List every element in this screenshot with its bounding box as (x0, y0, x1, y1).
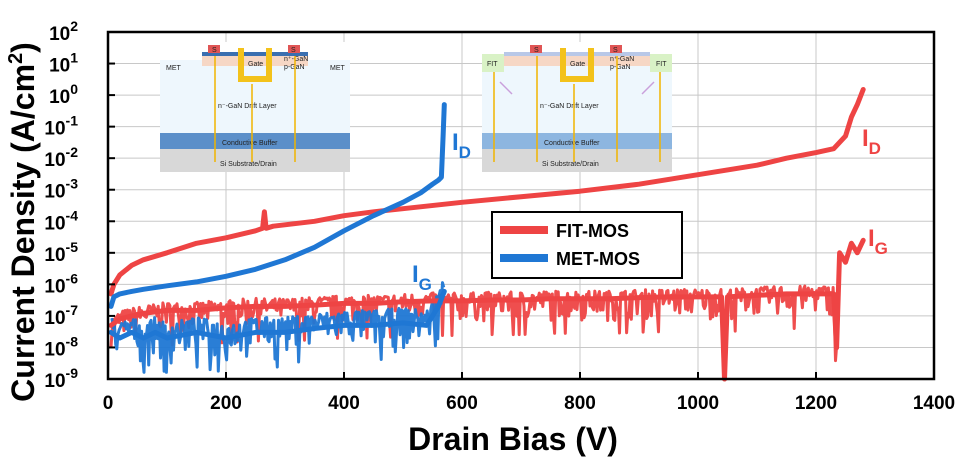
inset-n-plus-label: n⁺-GaN (610, 56, 634, 63)
inset-drift-label: n⁻-GaN Drift Layer (540, 103, 599, 110)
y-tick-label: 10-2 (44, 144, 78, 171)
fit-arrows (499, 81, 655, 95)
x-tick-label: 1400 (913, 393, 955, 414)
source-contact-left (530, 45, 542, 53)
x-tick-label: 400 (328, 393, 360, 414)
inset-source-label: S (291, 47, 296, 54)
y-tick-label: 102 (49, 18, 78, 45)
inset-n-plus-label: n⁺-GaN (284, 56, 308, 63)
ticks (107, 31, 935, 380)
inset-right-label: MET (330, 65, 346, 72)
y-tick-label: 10-5 (44, 239, 78, 266)
y-tick-label: 10-3 (44, 176, 78, 203)
inset-left-label: FIT (487, 61, 498, 68)
legend-label-met-mos: MET-MOS (556, 249, 640, 269)
series-label-met-ig: IG (412, 261, 432, 294)
y-tick-labels: 10-9 10-8 10-7 10-6 10-5 10-4 10-3 10-2 10-1 100 1… (44, 18, 78, 392)
x-tick-label: 0 (103, 393, 114, 414)
current-arrows (214, 56, 296, 162)
legend: FIT-MOS MET-MOS (491, 211, 683, 279)
series-label-fit-ig: IG (868, 225, 888, 258)
inset-drift-label: n⁻-GaN Drift Layer (218, 103, 277, 110)
noise-band-fit-mos (109, 270, 841, 381)
x-tick-label: 600 (446, 393, 478, 414)
inset-buffer-label: Conductive Buffer (544, 140, 600, 147)
x-tick-label: 1200 (795, 393, 837, 414)
inset-source-label: S (613, 47, 618, 54)
series-line-met-mos-ig (108, 288, 447, 341)
inset-source-label: S (534, 47, 539, 54)
y-tick-label: 10-7 (44, 302, 78, 329)
y-tick-label: 10-6 (44, 270, 78, 297)
p-gan-region (504, 54, 650, 66)
series-label-fit-id: ID (862, 125, 881, 158)
insets: S S Gate n⁺-GaN p-GaN MET MET n⁻-GaN Dri… (160, 42, 672, 172)
inset-right-label: FIT (656, 61, 667, 68)
y-tick-label: 101 (49, 50, 78, 77)
inset-substrate-label: Si Substrate/Drain (542, 161, 599, 168)
n-plus-region (202, 52, 308, 56)
gate-metal (560, 48, 594, 82)
plot-frame (106, 30, 936, 381)
source-contact-right (288, 45, 300, 53)
legend-label-fit-mos: FIT-MOS (556, 221, 629, 241)
inset-left-label: MET (166, 65, 182, 72)
inset-gate-label: Gate (570, 61, 585, 68)
x-tick-labels: 0 200 400 600 800 1000 1200 1400 (103, 393, 955, 414)
source-contact-left (208, 45, 220, 53)
inset-buffer-label: Conductive Buffer (222, 140, 278, 147)
x-tick-label: 1000 (677, 393, 719, 414)
substrate-layer (482, 149, 672, 172)
source-contact-right (610, 45, 622, 53)
inset-gate-label: Gate (248, 61, 263, 68)
buffer-layer (160, 133, 350, 149)
fit-region-left (482, 54, 504, 72)
series-lines (108, 87, 866, 382)
y-axis-title: Current Density (A/cm2) (5, 42, 41, 402)
series-line-met-mos-id (108, 102, 447, 309)
y-tick-label: 10-8 (44, 333, 78, 360)
n-plus-region (504, 52, 650, 56)
noise-band-met-mos (110, 281, 446, 374)
x-tick-label: 800 (564, 393, 596, 414)
noise-bands (109, 270, 841, 381)
x-axis-title: Drain Bias (V) (408, 421, 618, 457)
y-tick-label: 100 (49, 81, 78, 108)
x-tick-label: 200 (210, 393, 242, 414)
y-tick-label: 10-4 (44, 207, 78, 234)
inset-source-label: S (212, 47, 217, 54)
series-line-fit-mos-ig (108, 237, 866, 382)
series-label-met-id: ID (452, 129, 471, 162)
series-line-fit-mos-id (108, 87, 866, 297)
buffer-layer (482, 133, 672, 149)
inset-substrate-label: Si Substrate/Drain (220, 161, 277, 168)
fit-mos-inset: S S Gate n⁺-GaN p-GaN FIT FIT n⁻-GaN Dri… (482, 42, 672, 172)
met-mos-inset: S S Gate n⁺-GaN p-GaN MET MET n⁻-GaN Dri… (160, 42, 350, 172)
gate-metal (238, 48, 272, 82)
current-arrows (493, 56, 661, 162)
y-tick-label: 10-1 (44, 113, 78, 140)
substrate-layer (160, 149, 350, 172)
inset-p-gan-label: p-GaN (610, 64, 631, 71)
p-gan-region (202, 54, 308, 66)
fit-region-right (650, 54, 672, 72)
legend-box (491, 211, 683, 279)
y-tick-label: 10-9 (44, 365, 78, 392)
